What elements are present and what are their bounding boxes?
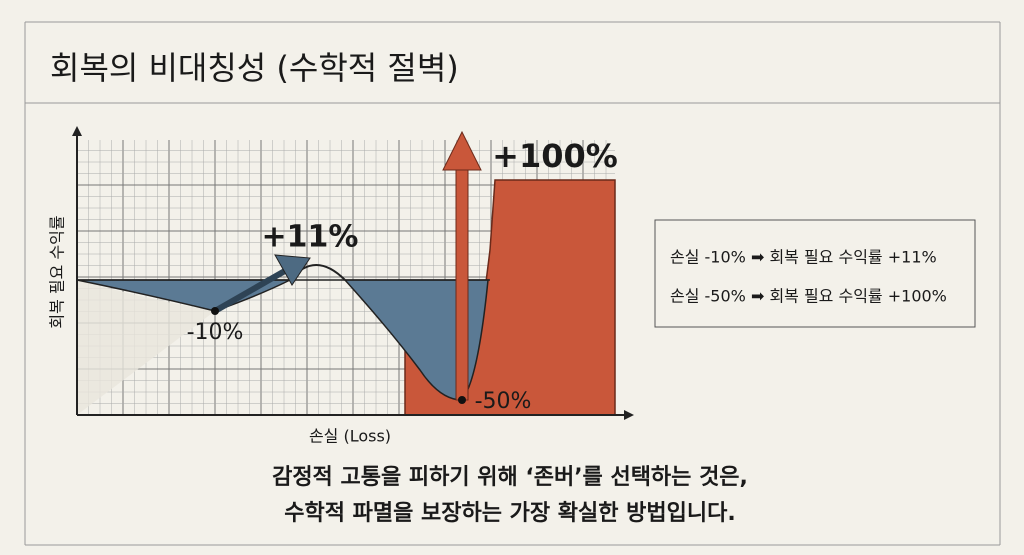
note: 손실 -10% ➡ 회복 필요 수익률 +11%: [670, 248, 937, 267]
x-label: 손실 (Loss): [309, 427, 391, 446]
point-50: [458, 396, 466, 404]
x-axis-arrow: [624, 410, 634, 420]
water-right: [343, 279, 489, 401]
note: 손실 -50% ➡ 회복 필요 수익률 +100%: [670, 287, 947, 306]
arrow-big-head: [442, 130, 482, 171]
arrow-small: [213, 265, 292, 314]
annotation: -50%: [475, 389, 532, 414]
note-box: [654, 219, 976, 328]
arrow-big: [455, 164, 469, 401]
annotation: -10%: [187, 320, 244, 345]
y-label: 회복 필요 수익률: [48, 215, 67, 328]
caption: 수학적 파멸을 보장하는 가장 확실한 방법입니다.: [284, 501, 735, 526]
title: 회복의 비대칭성 (수학적 절벽): [50, 49, 459, 87]
caption: 감정적 고통을 피하기 위해 ‘존버’를 선택하는 것은,: [272, 465, 748, 490]
arrow-small-head: [274, 254, 311, 286]
annotation: +100%: [492, 137, 618, 175]
annotation: +11%: [262, 220, 359, 255]
point-10: [211, 307, 219, 315]
hatch: [77, 280, 215, 415]
y-axis-arrow: [72, 126, 82, 136]
